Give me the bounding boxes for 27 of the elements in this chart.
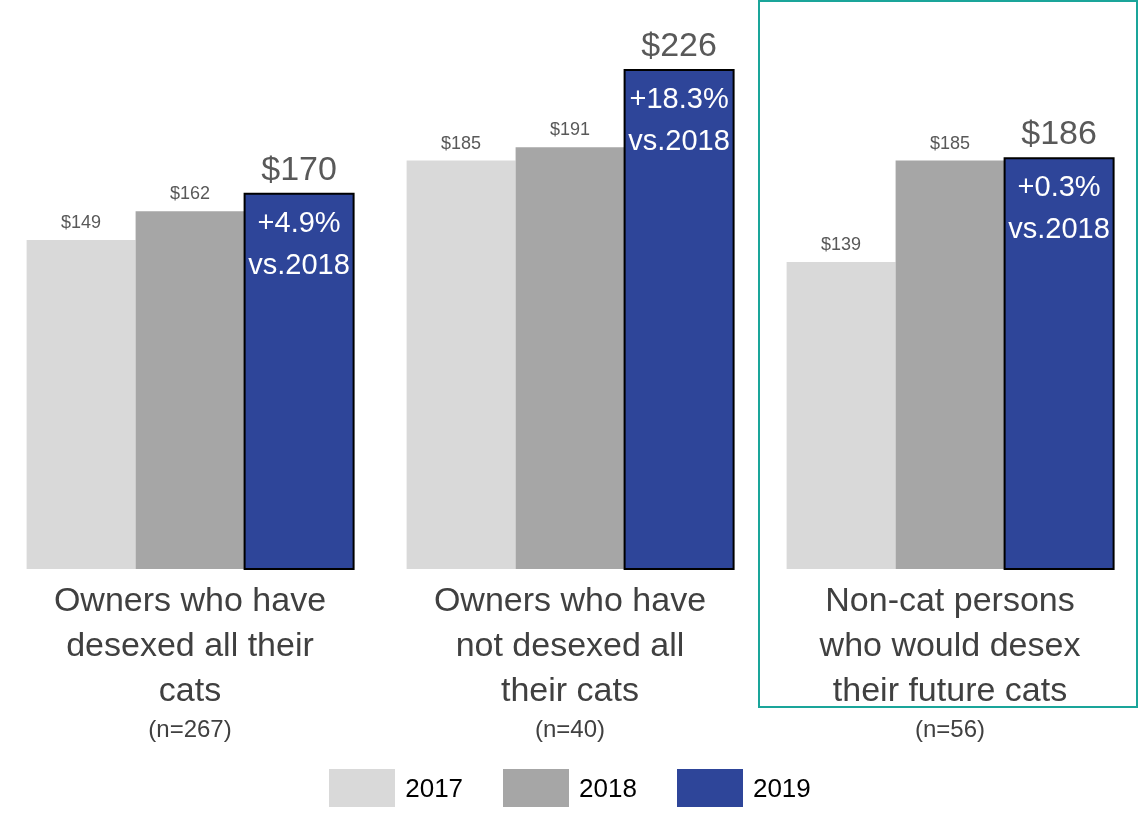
bar xyxy=(406,160,516,569)
data-label: $139 xyxy=(821,234,862,255)
x-tick-label: Non-cat persons who would desex their future cats (n=56) xyxy=(818,580,1081,742)
data-label: $162 xyxy=(170,183,211,204)
bar xyxy=(895,160,1005,569)
annotation: +0.3% vs.2018 xyxy=(1008,170,1110,245)
legend-label: 2018 xyxy=(579,772,637,804)
bar xyxy=(26,240,136,569)
bar xyxy=(1003,157,1115,570)
data-label: $226 xyxy=(641,25,717,63)
x-tick-label: Owners who have desexed all their cats (n=267) xyxy=(53,580,327,742)
bar xyxy=(623,69,735,570)
bar xyxy=(515,147,625,569)
data-label: $170 xyxy=(261,148,337,187)
data-label: $186 xyxy=(1021,113,1097,152)
legend-label: 2017 xyxy=(405,772,464,804)
bar xyxy=(243,192,355,570)
annotation: +4.9% vs.2018 xyxy=(248,205,350,280)
bar xyxy=(786,262,896,569)
data-label: $185 xyxy=(930,132,971,153)
legend-label: 2019 xyxy=(752,772,811,804)
annotation: +18.3% vs.2018 xyxy=(628,82,730,156)
data-label: $185 xyxy=(441,132,482,153)
data-label: $191 xyxy=(550,119,591,140)
x-tick-label: Owners who have not desexed all their cats (n=40) xyxy=(433,580,707,742)
data-label: $149 xyxy=(61,212,102,233)
bar xyxy=(135,211,245,569)
